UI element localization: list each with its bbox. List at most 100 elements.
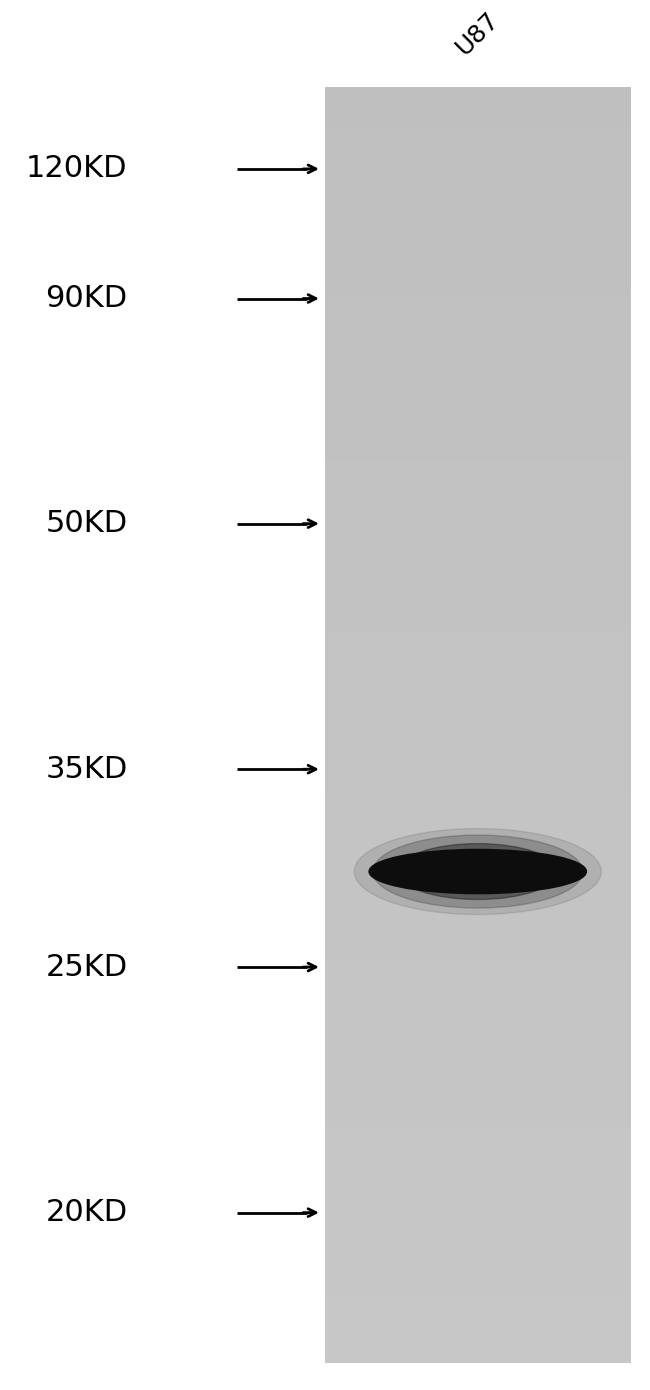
Bar [325, 600, 630, 603]
Bar [325, 916, 630, 919]
Bar [325, 970, 630, 973]
Bar [325, 1248, 630, 1251]
Bar [325, 1140, 630, 1143]
Bar [325, 856, 630, 859]
Bar [325, 694, 630, 696]
Bar [325, 1095, 630, 1098]
Bar [325, 1088, 630, 1091]
Bar [325, 438, 630, 441]
Bar [325, 147, 630, 152]
Bar [325, 339, 630, 342]
Bar [325, 783, 630, 785]
Bar [325, 521, 630, 524]
Bar [325, 748, 630, 751]
Bar [325, 1226, 630, 1229]
Bar [325, 581, 630, 585]
Bar [325, 399, 630, 403]
Text: 35KD: 35KD [46, 755, 128, 784]
Bar [325, 329, 630, 332]
Bar [325, 792, 630, 795]
Bar [325, 278, 630, 282]
Text: 120KD: 120KD [26, 154, 127, 183]
Bar [325, 884, 630, 888]
Bar [325, 904, 630, 906]
Bar [325, 288, 630, 291]
Bar [325, 189, 630, 192]
Bar [325, 485, 630, 489]
Bar [325, 578, 630, 581]
Bar [325, 307, 630, 310]
Bar [325, 473, 630, 477]
Bar [325, 1318, 630, 1322]
Bar [325, 766, 630, 770]
Bar [325, 272, 630, 275]
Bar [325, 342, 630, 345]
Bar [325, 167, 630, 170]
Bar [325, 696, 630, 699]
Bar [325, 1322, 630, 1325]
Bar [325, 470, 630, 473]
Bar [325, 965, 630, 967]
Bar [325, 403, 630, 406]
Bar [325, 728, 630, 731]
Bar [325, 179, 630, 182]
Bar [325, 304, 630, 307]
Bar [325, 371, 630, 374]
Bar [325, 1334, 630, 1337]
Bar [325, 122, 630, 125]
Bar [325, 368, 630, 371]
Bar [325, 569, 630, 571]
Bar [325, 938, 630, 942]
Bar [325, 655, 630, 657]
Bar [325, 164, 630, 167]
Bar [325, 192, 630, 196]
Bar [325, 865, 630, 869]
Bar [325, 1069, 630, 1073]
Bar [325, 566, 630, 569]
Bar [325, 1034, 630, 1037]
Bar [325, 724, 630, 728]
Bar [325, 502, 630, 505]
Bar [325, 1136, 630, 1140]
Bar [325, 512, 630, 514]
Bar [325, 320, 630, 322]
Bar [325, 224, 630, 228]
Bar [325, 1111, 630, 1113]
Bar [325, 460, 630, 463]
Bar [325, 416, 630, 418]
Bar [325, 670, 630, 674]
Bar [325, 785, 630, 788]
Bar [325, 1091, 630, 1095]
Bar [325, 406, 630, 409]
Bar [325, 1130, 630, 1133]
Bar [325, 648, 630, 652]
Bar [325, 1127, 630, 1130]
Bar [325, 1315, 630, 1318]
Bar [325, 945, 630, 948]
Bar [325, 997, 630, 999]
Bar [325, 1019, 630, 1022]
Bar [325, 872, 630, 874]
Bar [325, 263, 630, 265]
Bar [325, 132, 630, 135]
Bar [325, 1133, 630, 1136]
Bar [325, 537, 630, 539]
Bar [325, 492, 630, 495]
Bar [325, 874, 630, 878]
Bar [325, 381, 630, 384]
Bar [325, 463, 630, 467]
Bar [325, 632, 630, 635]
Bar [325, 1123, 630, 1127]
Bar [325, 1187, 630, 1190]
Bar [325, 1241, 630, 1244]
Bar [325, 1079, 630, 1081]
Bar [325, 1204, 630, 1207]
Bar [325, 642, 630, 645]
Bar [325, 620, 630, 623]
Bar [325, 798, 630, 802]
Bar [325, 849, 630, 852]
Bar [325, 702, 630, 706]
Bar [325, 1197, 630, 1200]
Bar [325, 1308, 630, 1312]
Bar [325, 960, 630, 965]
